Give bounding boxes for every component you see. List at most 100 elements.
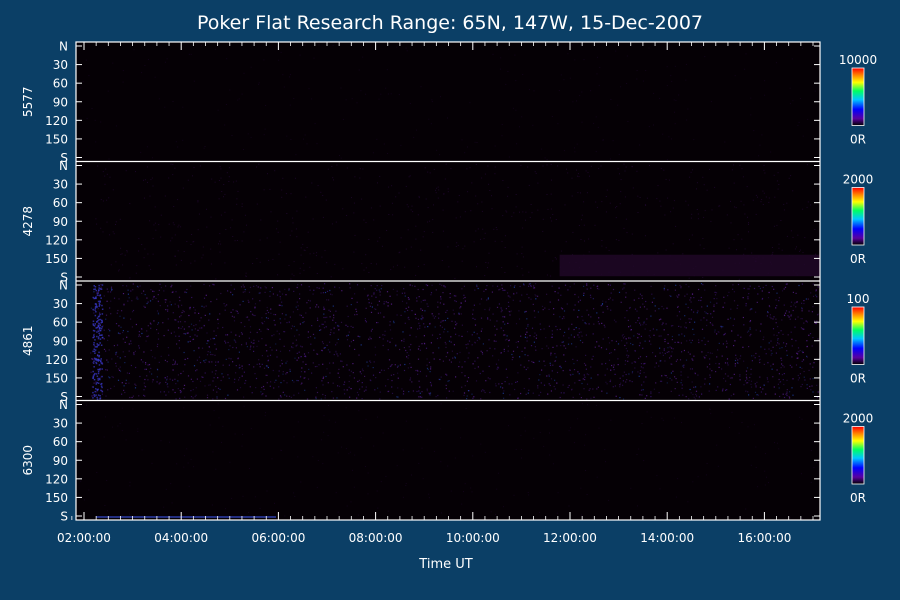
speckle: [180, 327, 182, 330]
speckle: [797, 350, 799, 352]
speckle: [333, 314, 335, 316]
speckle: [675, 284, 677, 286]
speckle: [714, 186, 716, 188]
speckle: [513, 292, 515, 295]
speckle: [792, 190, 794, 192]
speckle: [318, 364, 320, 366]
colorbar-min-label: 0R: [850, 252, 866, 266]
speckle: [219, 166, 221, 168]
speckle: [533, 287, 536, 289]
speckle: [685, 200, 687, 202]
speckle: [289, 104, 291, 106]
speckle: [100, 121, 102, 123]
speckle: [507, 345, 509, 347]
speckle: [789, 364, 791, 366]
speckle: [112, 62, 114, 64]
speckle: [585, 434, 587, 436]
speckle: [216, 397, 218, 399]
speckle: [746, 186, 748, 188]
speckle: [452, 309, 454, 311]
speckle: [800, 473, 802, 475]
speckle: [630, 487, 632, 489]
speckle: [767, 312, 769, 314]
speckle: [335, 221, 337, 223]
speckle: [728, 291, 730, 293]
speckle: [317, 319, 319, 321]
speckle: [299, 54, 301, 56]
speckle: [667, 289, 669, 291]
x-tick-label: 08:00:00: [349, 531, 403, 545]
speckle: [316, 353, 318, 355]
speckle: [112, 231, 114, 233]
speckle: [101, 368, 103, 370]
speckle: [98, 355, 100, 358]
speckle: [559, 396, 561, 399]
speckle: [192, 389, 194, 391]
speckle: [557, 299, 560, 301]
speckle: [221, 191, 223, 192]
speckle: [755, 386, 757, 388]
speckle: [245, 342, 247, 344]
speckle: [99, 368, 101, 370]
speckle: [328, 419, 330, 421]
speckle: [775, 62, 777, 64]
speckle: [642, 347, 644, 349]
speckle: [409, 349, 411, 351]
speckle: [306, 398, 309, 400]
speckle: [775, 307, 777, 309]
speckle: [210, 263, 212, 265]
speckle: [577, 173, 579, 175]
speckle: [407, 206, 409, 208]
speckle: [282, 74, 284, 76]
speckle: [583, 201, 585, 203]
speckle: [435, 192, 437, 194]
speckle: [174, 362, 176, 364]
speckle: [765, 393, 767, 395]
speckle: [481, 351, 483, 354]
speckle: [222, 425, 224, 427]
speckle: [137, 286, 139, 288]
speckle: [605, 211, 607, 213]
speckle: [403, 288, 405, 290]
speckle: [654, 355, 657, 357]
speckle: [775, 299, 777, 301]
speckle: [293, 275, 295, 277]
speckle: [759, 144, 761, 146]
speckle: [430, 383, 432, 385]
speckle: [93, 343, 95, 346]
speckle: [628, 326, 630, 328]
speckle: [223, 184, 225, 185]
speckle: [96, 391, 98, 393]
speckle: [696, 209, 698, 210]
speckle: [166, 376, 168, 378]
speckle: [164, 359, 166, 361]
speckle: [434, 315, 437, 318]
speckle: [301, 346, 303, 348]
speckle: [149, 195, 151, 197]
speckle: [95, 218, 97, 220]
speckle: [113, 297, 116, 299]
speckle: [157, 313, 160, 315]
speckle: [418, 296, 420, 298]
speckle: [374, 354, 377, 356]
speckle: [482, 228, 484, 230]
speckle: [609, 284, 611, 286]
speckle: [422, 236, 424, 238]
speckle: [745, 303, 747, 305]
speckle: [796, 352, 798, 354]
y-tick-label: N: [59, 159, 68, 173]
speckle: [163, 335, 165, 337]
speckle: [323, 308, 326, 310]
speckle: [685, 327, 687, 329]
speckle: [763, 336, 765, 338]
speckle: [581, 382, 583, 385]
speckle: [442, 209, 444, 211]
speckle: [601, 240, 603, 241]
speckle: [430, 123, 432, 125]
x-tick-label: 14:00:00: [640, 531, 694, 545]
speckle: [650, 416, 652, 418]
speckle: [247, 299, 249, 301]
speckle: [795, 301, 798, 303]
speckle: [454, 300, 456, 302]
speckle: [704, 289, 706, 291]
